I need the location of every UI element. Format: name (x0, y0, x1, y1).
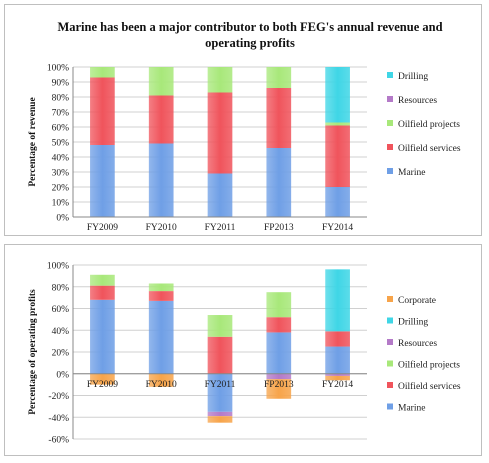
legend-label-resources: Resources (398, 96, 437, 106)
y-tick-label: 70% (52, 109, 70, 119)
chart-title: Marine has been a major contributor to b… (57, 20, 443, 50)
x-tick-label: FY2011 (205, 380, 236, 390)
y-axis-label: Percentage of operating profits (28, 289, 38, 415)
bar-segment-oilfield-services (148, 291, 174, 301)
bar-segment-corporate (207, 416, 233, 423)
y-tick-label: 80% (52, 283, 70, 293)
legend-swatch-oilfield-projects (387, 360, 393, 367)
legend-swatch-drilling (387, 317, 393, 324)
bar-segment-marine (90, 299, 115, 374)
legend-swatch-resources (387, 96, 393, 102)
bar-segment-marine (266, 148, 292, 217)
x-tick-label: FY2010 (146, 223, 177, 233)
legend-label-oilfield-services: Oilfield services (398, 381, 461, 392)
y-axis-label: Percentage of revenue (28, 97, 38, 186)
legend-label-oilfield-services: Oilfield services (398, 143, 461, 154)
bar-segment-resources (266, 373, 292, 380)
y-tick-label: 30% (52, 169, 70, 179)
legend-swatch-marine (387, 403, 393, 410)
x-tick-label: FY2009 (87, 380, 118, 390)
legend-swatch-corporate (387, 296, 393, 302)
x-tick-label: FP2013 (264, 223, 294, 233)
bar-segment-oilfield-services (325, 125, 350, 187)
bar-segment-marine (207, 373, 233, 412)
bar-segment-drilling (325, 67, 350, 123)
legend-label-corporate: Corporate (398, 296, 436, 306)
x-tick-label: FP2013 (264, 380, 294, 390)
y-tick-label: 0% (56, 214, 69, 224)
y-tick-label: 90% (52, 79, 70, 89)
legend-label-resources: Resources (398, 339, 437, 349)
bar-segment-oilfield-services (207, 92, 233, 174)
bar-segment-oilfield-services (266, 317, 292, 333)
y-tick-label: 20% (52, 184, 70, 194)
legend-swatch-resources (387, 339, 393, 345)
bar-segment-oilfield-services (266, 88, 292, 148)
y-tick-label: -40% (48, 414, 69, 424)
y-tick-label: 100% (47, 262, 69, 272)
legend-swatch-oilfield-projects (387, 120, 393, 126)
revenue-chart: 0% 10% 20% 30% 40% 50% 60% 70% 80% 90% 100% Percent… (28, 64, 461, 234)
legend-label-marine: Marine (398, 404, 425, 414)
bar-segment-marine (148, 143, 174, 217)
legend-swatch-marine (387, 168, 393, 174)
bar-segment-corporate (266, 379, 292, 399)
bar-segment-oilfield-services (90, 77, 115, 145)
bar-segment-marine (207, 173, 233, 217)
bar-segment-marine (148, 300, 174, 374)
legend-swatch-oilfield-services (387, 382, 393, 388)
bar-segment-marine (266, 332, 292, 374)
y-tick-label: 100% (47, 64, 69, 74)
bar-segment-oilfield-projects (90, 67, 115, 78)
legend-label-oilfield-projects: Oilfield projects (398, 360, 460, 371)
legend-label-oilfield-projects: Oilfield projects (398, 119, 460, 130)
bar-segment-oilfield-services (325, 331, 350, 347)
bar-segment-marine (325, 346, 350, 374)
y-tick-label: 10% (52, 199, 70, 209)
x-tick-label: FY2010 (146, 380, 177, 390)
bar-segment-corporate (90, 373, 115, 385)
bar-segment-resources (325, 373, 350, 376)
x-tick-label: FY2011 (205, 223, 236, 233)
bar-segment-oilfield-projects (90, 274, 115, 286)
bar-segment-oilfield-projects (207, 315, 233, 337)
legend-label-drilling: Drilling (398, 318, 428, 328)
y-tick-label: -60% (48, 436, 69, 446)
bar-segment-oilfield-projects (148, 67, 174, 96)
bar-segment-oilfield-projects (148, 283, 174, 292)
legend-label-marine: Marine (398, 168, 425, 178)
y-tick-label: -20% (48, 392, 69, 402)
bar-segment-drilling (325, 269, 350, 332)
legend-swatch-drilling (387, 72, 393, 78)
bar-segment-oilfield-projects (207, 67, 233, 93)
bar-segment-corporate (148, 373, 174, 387)
y-tick-label: 40% (52, 154, 70, 164)
y-tick-label: 50% (52, 139, 70, 149)
bar-segment-oilfield-projects (266, 292, 292, 318)
legend-label-drilling: Drilling (398, 72, 428, 82)
x-tick-label: FY2009 (87, 223, 118, 233)
y-tick-label: 0% (56, 370, 69, 380)
y-tick-label: 60% (52, 124, 70, 134)
bar-segment-marine (90, 145, 115, 217)
profit-chart: -60% -40% -20% 0% 20% 40% 60% 80% 100% Percentage… (28, 262, 461, 446)
profit-chart-panel: -60% -40% -20% 0% 20% 40% 60% 80% 100% Percentage… (4, 244, 482, 456)
bar-segment-marine (325, 187, 350, 217)
revenue-chart-panel: Marine has been a major contributor to b… (4, 4, 482, 236)
bar-segment-oilfield-services (90, 285, 115, 300)
bar-segment-oilfield-projects (325, 122, 350, 126)
bar-segment-oilfield-services (207, 336, 233, 374)
bar-segment-corporate (325, 375, 350, 381)
y-tick-label: 80% (52, 94, 70, 104)
bar-segment-oilfield-projects (266, 67, 292, 88)
bar-segment-resources (207, 411, 233, 417)
y-tick-label: 40% (52, 327, 70, 337)
x-tick-label: FY2014 (322, 223, 353, 233)
y-tick-label: 20% (52, 349, 70, 359)
y-tick-label: 60% (52, 305, 70, 315)
bar-segment-oilfield-services (148, 95, 174, 144)
legend-swatch-oilfield-services (387, 144, 393, 150)
x-tick-label: FY2014 (322, 380, 353, 390)
